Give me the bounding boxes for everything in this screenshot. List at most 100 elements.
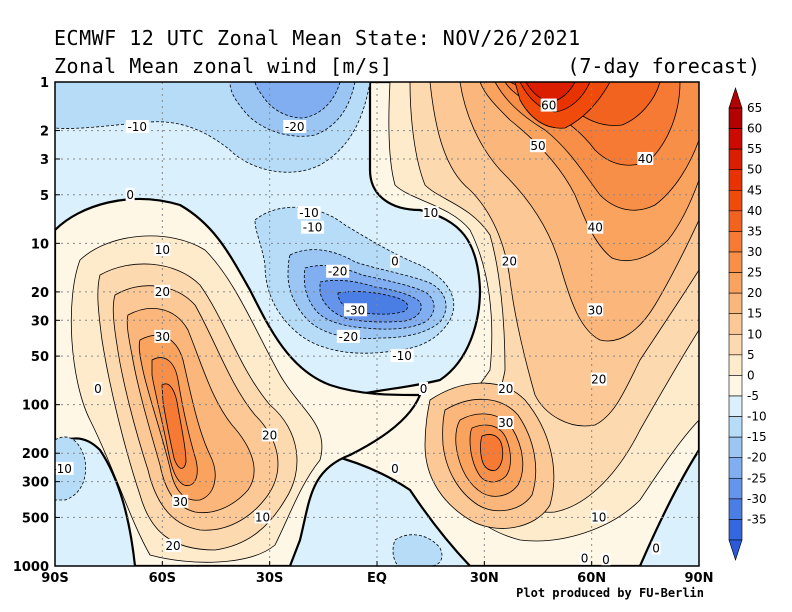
colorbar-label: 55 xyxy=(747,142,762,156)
colorbar-swatch xyxy=(728,477,743,500)
credit-text: Plot produced by FU-Berlin xyxy=(516,586,704,600)
y-tick-label: 200 xyxy=(22,447,49,462)
contour-label-bg xyxy=(297,206,321,220)
contour-label: -10 xyxy=(303,221,323,235)
colorbar-label: 0 xyxy=(747,368,755,382)
colorbar-swatch xyxy=(728,169,743,191)
y-tick-label: 10 xyxy=(31,237,49,252)
contour-label-bg xyxy=(497,416,514,430)
colorbar-label: 40 xyxy=(747,204,762,218)
contour-label-bg xyxy=(154,243,171,257)
contour-label: 0 xyxy=(94,382,102,396)
x-tick-label: 90S xyxy=(41,571,68,586)
contour-label: 50 xyxy=(530,139,545,153)
x-tick-label: 30S xyxy=(256,571,283,586)
contour-label: 10 xyxy=(255,510,270,524)
contour-label-bg xyxy=(55,461,74,475)
contour-label-bg xyxy=(125,119,149,133)
colorbar-swatch xyxy=(728,416,743,438)
contour-label: 10 xyxy=(423,206,438,220)
contour-label: 40 xyxy=(638,152,653,166)
colorbar-swatch xyxy=(728,272,743,294)
y-tick-label: 1 xyxy=(40,76,49,91)
colorbar-label: 25 xyxy=(747,266,762,280)
colorbar-swatch xyxy=(728,375,743,397)
colorbar-swatch xyxy=(728,333,743,356)
contour-label: -20 xyxy=(328,265,348,279)
contour-label: 0 xyxy=(126,188,134,202)
contour-label: 10 xyxy=(591,510,606,524)
colorbar-swatch xyxy=(728,148,743,171)
x-tick-label: 60S xyxy=(149,571,176,586)
contour-label-bg xyxy=(344,303,368,317)
colorbar-swatch xyxy=(728,519,743,541)
y-tick-label: 500 xyxy=(22,511,49,526)
colorbar-swatch xyxy=(728,189,743,212)
colorbar-label: -30 xyxy=(747,492,767,506)
eq-lower-easterly xyxy=(392,534,443,566)
colorbar-label: 65 xyxy=(747,101,762,115)
colorbar-swatch xyxy=(728,498,743,520)
contour-label-bg xyxy=(390,461,400,475)
colorbar-label: -5 xyxy=(747,389,759,403)
contour-label: -10 xyxy=(392,349,412,363)
contour-label-bg xyxy=(419,382,429,396)
y-tick-label: 50 xyxy=(31,350,49,365)
contour-label: 20 xyxy=(498,382,513,396)
axis-ticks: 90S 60S 30S EQ 30N 60N 90N12351020305010020030… xyxy=(13,76,714,586)
y-tick-label: 30 xyxy=(31,314,49,329)
contour-label-bg xyxy=(422,206,439,220)
colorbar-label: 45 xyxy=(747,183,762,197)
contour-label-bg xyxy=(125,187,135,201)
forecast-note: (7-day forecast) xyxy=(567,54,760,78)
contour-label: -10 xyxy=(127,120,147,134)
contour-label: 30 xyxy=(173,495,188,509)
colorbar-label: -15 xyxy=(747,430,767,444)
x-tick-label: EQ xyxy=(367,571,387,586)
colorbar-swatch xyxy=(728,251,743,273)
chart-subtitle: Zonal Mean zonal wind [m/s] xyxy=(54,54,393,78)
colorbar-label: 20 xyxy=(747,286,762,300)
contour-label: 20 xyxy=(155,285,170,299)
contour-label: 0 xyxy=(391,255,399,269)
colorbar-label: 15 xyxy=(747,307,762,321)
colorbar-label: 35 xyxy=(747,224,762,238)
y-tick-label: 3 xyxy=(40,153,49,168)
colorbar-label: -20 xyxy=(747,451,767,465)
colorbar-swatch xyxy=(728,457,743,479)
contour-label-bg xyxy=(326,264,350,278)
colorbar-label: 60 xyxy=(747,122,762,136)
contour-label-bg xyxy=(301,220,325,234)
nh-jet-contour-40 xyxy=(480,434,504,471)
contour-label-bg xyxy=(154,329,171,343)
colorbar-label: -25 xyxy=(747,471,767,485)
contour-label-bg xyxy=(165,538,182,552)
colorbar: 65605550454035302520151050-5-10-15-20-25… xyxy=(728,87,767,561)
colorbar-swatch xyxy=(728,128,743,150)
contour-label-bg xyxy=(261,428,278,442)
y-tick-label: 20 xyxy=(31,286,49,301)
colorbar-label: 10 xyxy=(747,327,762,341)
contour-label: 10 xyxy=(155,243,170,257)
contour-label-bg xyxy=(390,254,400,268)
contour-label: 20 xyxy=(262,428,277,442)
x-tick-label: 60N xyxy=(577,571,606,586)
grid xyxy=(55,82,699,566)
x-tick-label: 30N xyxy=(470,571,499,586)
contour-label-bg xyxy=(254,510,271,524)
colorbar-swatch xyxy=(728,107,743,129)
contour-label: 0 xyxy=(602,553,610,567)
colorbar-swatch xyxy=(728,210,743,232)
contour-label-bg xyxy=(580,551,590,565)
colorbar-label: 30 xyxy=(747,245,762,259)
contour-label: 20 xyxy=(591,373,606,387)
contour-label: 20 xyxy=(165,539,180,553)
colorbar-swatch xyxy=(728,436,743,459)
y-tick-label: 100 xyxy=(22,399,49,414)
colorbar-swatch xyxy=(728,395,743,417)
colorbar-label: 50 xyxy=(747,163,762,177)
contour-label: 0 xyxy=(420,382,428,396)
